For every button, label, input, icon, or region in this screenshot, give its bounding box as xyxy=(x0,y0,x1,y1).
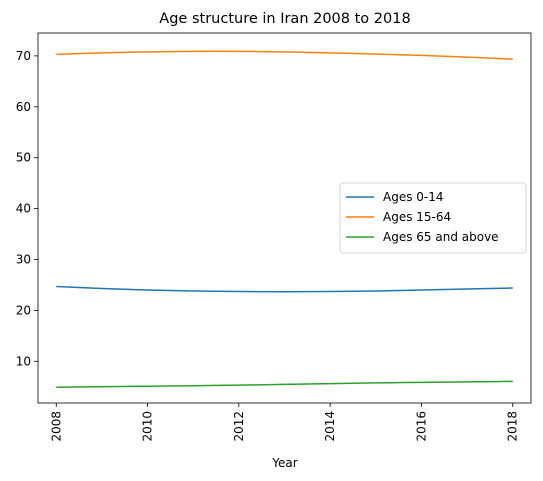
y-tick-label: 30 xyxy=(16,252,31,266)
x-tick-label: 2010 xyxy=(141,411,155,442)
y-tick-label: 60 xyxy=(16,100,31,114)
x-tick-label: 2016 xyxy=(414,411,428,442)
x-axis-label: Year xyxy=(271,456,297,470)
x-tick-label: 2012 xyxy=(232,411,246,442)
series-line-1 xyxy=(56,285,513,293)
y-tick-label: 70 xyxy=(16,49,31,63)
legend-label: Ages 0-14 xyxy=(383,190,444,204)
x-tick-label: 2008 xyxy=(49,411,63,442)
series-line-2 xyxy=(56,50,513,60)
y-tick-label: 10 xyxy=(16,354,31,368)
y-tick-label: 50 xyxy=(16,151,31,165)
x-tick-label: 2018 xyxy=(506,411,520,442)
y-tick-label: 40 xyxy=(16,202,31,216)
legend-label: Ages 65 and above xyxy=(383,230,499,244)
legend: Ages 0-14 Ages 15-64 Ages 65 and above xyxy=(339,182,527,254)
chart-title: Age structure in Iran 2008 to 2018 xyxy=(159,11,410,27)
series-line-3 xyxy=(56,380,513,388)
y-tick-label: 20 xyxy=(16,303,31,317)
legend-box xyxy=(339,182,527,254)
x-tick-label: 2014 xyxy=(323,411,337,442)
plot-frame xyxy=(37,32,532,404)
legend-label: Ages 15-64 xyxy=(383,210,451,224)
